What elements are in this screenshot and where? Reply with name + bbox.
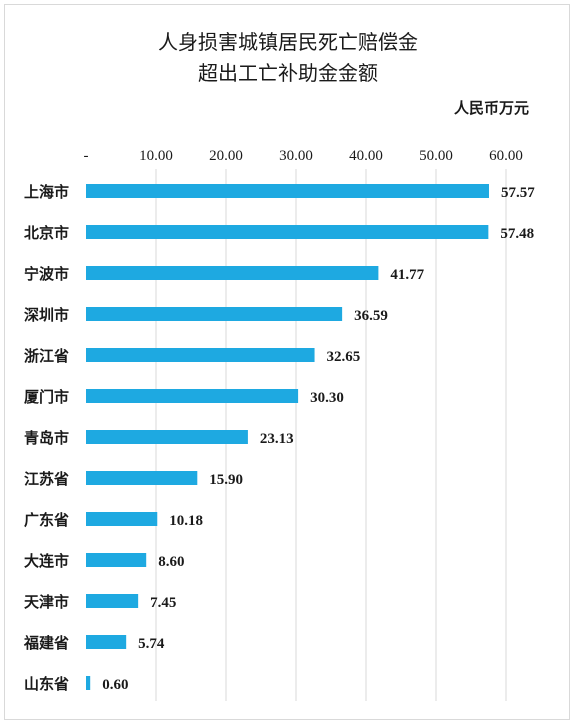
category-label: 山东省 xyxy=(24,675,69,693)
value-label: 8.60 xyxy=(158,554,184,570)
category-label: 厦门市 xyxy=(24,388,69,406)
bars: 上海市 57.57 北京市 57.48 宁波市 41.77 深圳市 36.59 浙江省 32.65… xyxy=(23,183,535,693)
x-tick-label: 30.00 xyxy=(279,148,313,164)
x-tick-label: - xyxy=(84,148,89,164)
bar xyxy=(86,594,139,608)
category-label: 福建省 xyxy=(23,634,69,652)
x-tick-label: 20.00 xyxy=(209,148,243,164)
x-tick-label: 40.00 xyxy=(349,148,383,164)
bar xyxy=(86,635,127,649)
value-label: 0.60 xyxy=(102,677,128,693)
bar xyxy=(86,676,91,690)
value-label: 41.77 xyxy=(390,267,424,283)
x-tick-label: 50.00 xyxy=(419,148,453,164)
bar xyxy=(86,184,489,198)
x-tick-label: 10.00 xyxy=(139,148,173,164)
x-tick-label: 60.00 xyxy=(489,148,523,164)
category-label: 广东省 xyxy=(24,511,69,529)
gridlines xyxy=(155,169,507,701)
chart-title-line: 超出工亡补助金金额 xyxy=(198,61,378,85)
value-label: 57.48 xyxy=(500,226,534,242)
category-label: 深圳市 xyxy=(24,306,69,324)
unit-label: 人民币万元 xyxy=(454,99,529,117)
value-label: 57.57 xyxy=(501,185,535,201)
category-label: 上海市 xyxy=(24,183,69,201)
value-label: 30.30 xyxy=(310,390,344,406)
bar xyxy=(86,389,299,403)
category-label: 江苏省 xyxy=(24,470,69,488)
category-label: 北京市 xyxy=(24,224,69,242)
x-axis-ticks: - 10.00 20.00 30.00 40.00 50.00 60.00 xyxy=(84,148,523,164)
bar xyxy=(86,553,147,567)
bar xyxy=(86,512,158,526)
category-label: 青岛市 xyxy=(24,429,69,447)
category-label: 天津市 xyxy=(24,593,69,611)
value-label: 23.13 xyxy=(260,431,294,447)
category-label: 大连市 xyxy=(24,552,69,570)
value-label: 15.90 xyxy=(209,472,243,488)
chart-title-line: 人身损害城镇居民死亡赔偿金 xyxy=(158,30,418,54)
value-label: 36.59 xyxy=(354,308,388,324)
value-label: 7.45 xyxy=(150,595,176,611)
bar xyxy=(86,348,315,362)
bar xyxy=(86,225,489,239)
value-label: 10.18 xyxy=(169,513,203,529)
category-label: 浙江省 xyxy=(24,347,69,365)
value-label: 32.65 xyxy=(327,349,361,365)
bar xyxy=(86,471,198,485)
bar xyxy=(86,266,379,280)
chart-frame: 人身损害城镇居民死亡赔偿金 超出工亡补助金金额 人民币万元 - 10.00 20.00… xyxy=(4,4,570,720)
category-label: 宁波市 xyxy=(24,265,69,283)
bar xyxy=(86,430,248,444)
value-label: 5.74 xyxy=(138,636,165,652)
bar xyxy=(86,307,343,321)
